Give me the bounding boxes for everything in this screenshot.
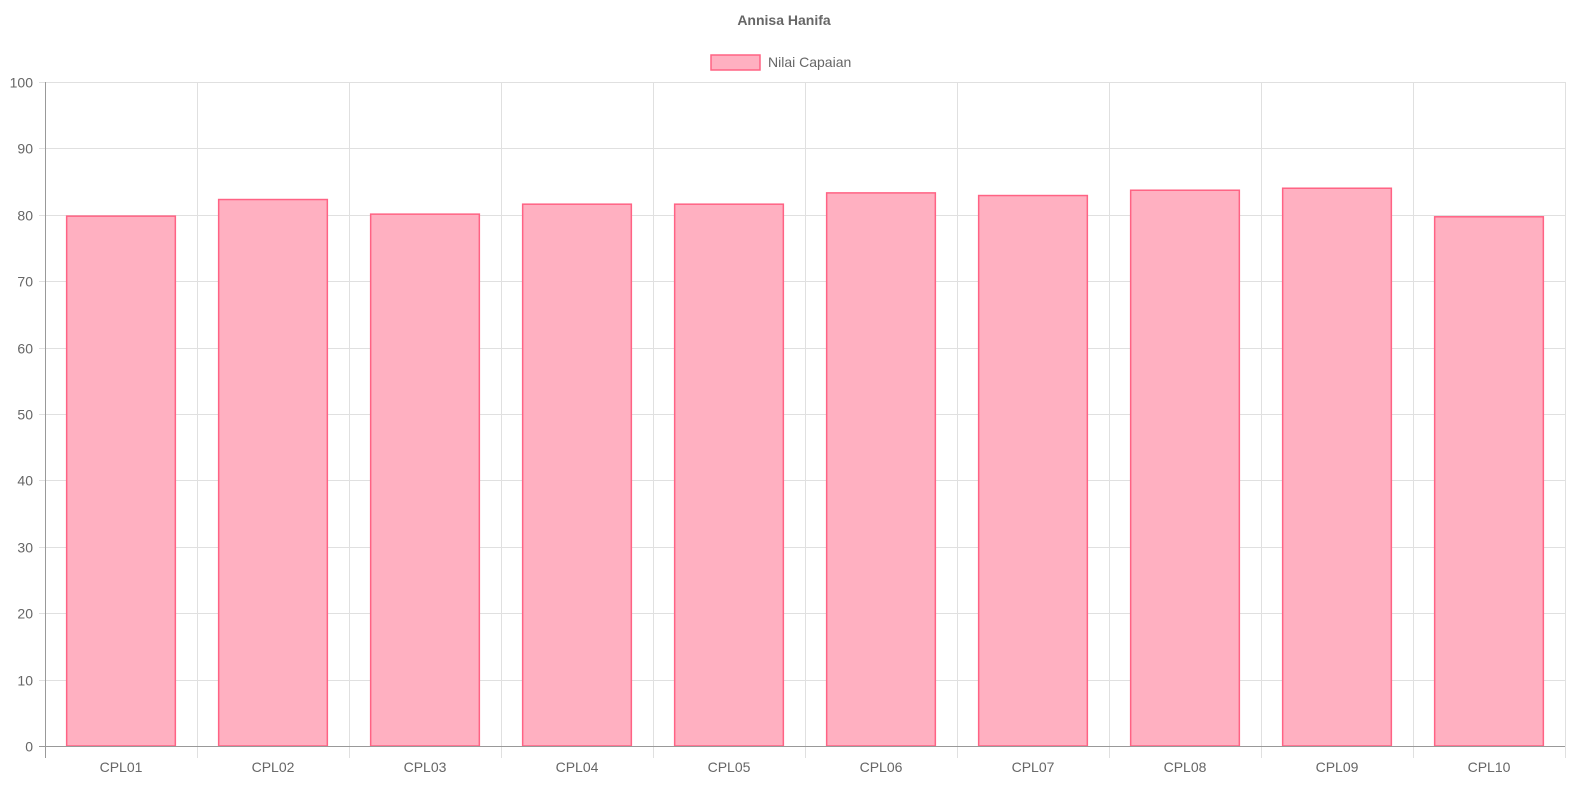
x-tick-label: CPL01 [100, 759, 143, 775]
y-tick-label: 50 [17, 407, 33, 423]
legend-swatch[interactable] [710, 54, 761, 71]
y-tick-label: 30 [17, 540, 33, 556]
bar-cpl01[interactable] [65, 215, 177, 747]
y-tick-label: 60 [17, 341, 33, 357]
y-tick-label: 10 [17, 673, 33, 689]
bar-cpl04[interactable] [521, 203, 633, 747]
bar-cpl08[interactable] [1129, 189, 1241, 747]
bar-cpl03[interactable] [369, 213, 481, 747]
chart-title: Annisa Hanifa [737, 12, 831, 28]
legend[interactable]: Nilai Capaian [710, 54, 851, 71]
ticks-layer: 0 10 20 30 40 50 60 70 80 90 100 CPL01 CPL02 CPL03 CPL… [10, 75, 1511, 776]
axes-layer [39, 82, 1565, 758]
bar-cpl02[interactable] [217, 198, 329, 747]
x-tick-label: CPL09 [1316, 759, 1359, 775]
bar-cpl07[interactable] [977, 194, 1089, 747]
bar-cpl06[interactable] [825, 192, 937, 747]
y-tick-label: 20 [17, 606, 33, 622]
x-tick-label: CPL02 [252, 759, 295, 775]
bars-layer [65, 187, 1545, 747]
x-tick-label: CPL06 [860, 759, 903, 775]
y-tick-label: 70 [17, 274, 33, 290]
x-tick-label: CPL04 [556, 759, 599, 775]
y-tick-label: 90 [17, 141, 33, 157]
legend-label[interactable]: Nilai Capaian [768, 54, 851, 70]
y-tick-label: 0 [25, 739, 33, 755]
x-tick-label: CPL07 [1012, 759, 1055, 775]
y-tick-label: 80 [17, 208, 33, 224]
bar-cpl05[interactable] [673, 203, 785, 747]
bar-cpl09[interactable] [1281, 187, 1393, 747]
y-tick-label: 100 [10, 75, 34, 91]
x-tick-label: CPL05 [708, 759, 751, 775]
bar-cpl10[interactable] [1433, 216, 1545, 747]
y-tick-label: 40 [17, 473, 33, 489]
x-tick-label: CPL10 [1468, 759, 1511, 775]
x-tick-label: CPL03 [404, 759, 447, 775]
x-tick-label: CPL08 [1164, 759, 1207, 775]
